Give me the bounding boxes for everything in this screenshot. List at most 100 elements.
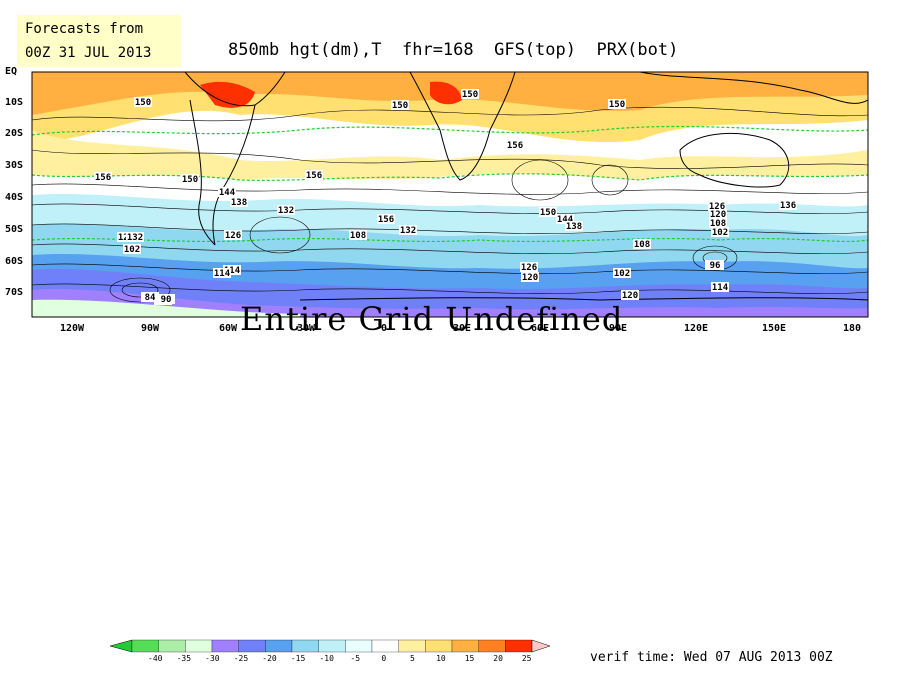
- colorbar-label: -10: [319, 654, 334, 663]
- colorbar-swatch: [478, 639, 506, 653]
- forecast-info-box: Forecasts from 00Z 31 JUL 2013: [17, 15, 181, 67]
- colorbar-swatch: [265, 639, 293, 653]
- contour-label-bg: [141, 292, 159, 302]
- colorbar-label: -15: [290, 654, 306, 663]
- contour-label-bg: [277, 205, 295, 215]
- contour-label: 102: [614, 269, 630, 279]
- contour-label-bg: [377, 214, 395, 224]
- contour-label-bg: [391, 100, 409, 110]
- contour-label: 150: [609, 100, 625, 110]
- contour-label-bg: [230, 197, 248, 207]
- longitude-label: 60E: [530, 323, 550, 334]
- color-bar: [110, 639, 550, 653]
- latitude-label: 60S: [5, 256, 24, 267]
- verification-time: verif time: Wed 07 AUG 2013 00Z: [590, 650, 833, 665]
- forecast-from-label: Forecasts from: [25, 21, 144, 37]
- contour-label: 138: [566, 222, 582, 232]
- contour-label: 132: [278, 206, 294, 216]
- contour-label-bg: [181, 174, 199, 184]
- contour-label: 150: [540, 208, 556, 218]
- contour-label-bg: [539, 207, 557, 217]
- latitude-label: 20S: [5, 128, 24, 139]
- contour-label: 108: [350, 231, 366, 241]
- colorbar-swatch: [238, 639, 266, 653]
- colorbar-label: 5: [409, 654, 415, 663]
- contour-label-bg: [708, 201, 726, 211]
- colorbar-swatch: [505, 639, 533, 653]
- colorbar-swatch: [185, 639, 213, 653]
- longitude-label: 30W: [296, 323, 316, 334]
- grid-undefined-overlay: Entire Grid Undefined: [240, 300, 624, 338]
- longitude-label: 120W: [59, 323, 85, 334]
- contour-label-bg: [556, 214, 574, 224]
- map-title: 850mb hgt(dm),T fhr=168 GFS(top) PRX(bot…: [228, 40, 679, 60]
- contour-label: 144: [219, 188, 236, 198]
- contour-label: 126: [225, 231, 241, 241]
- forecast-init-time: 00Z 31 JUL 2013: [25, 45, 152, 61]
- contour-label: 102: [124, 245, 140, 255]
- contour-label: 120: [710, 210, 726, 220]
- contour-label-bg: [520, 262, 538, 272]
- contour-label-bg: [213, 268, 231, 278]
- colorbar-label: 0: [381, 654, 387, 663]
- contour-label-bg: [633, 239, 651, 249]
- colorbar-swatch: [398, 639, 426, 653]
- contour-label: 90: [161, 295, 172, 305]
- contour-label: 114: [224, 266, 241, 276]
- contour-label: 156: [507, 141, 523, 151]
- colorbar-swatch: [131, 639, 159, 653]
- contour-label: 144: [557, 215, 574, 225]
- colorbar-arrow-right: [531, 639, 550, 653]
- contour-label-bg: [621, 290, 639, 300]
- contour-label-bg: [565, 221, 583, 231]
- contour-label: 138: [231, 198, 247, 208]
- contour-label: 156: [306, 171, 322, 181]
- contour-label: 150: [135, 98, 151, 108]
- colorbar-swatch: [318, 639, 346, 653]
- contour-label-bg: [709, 209, 727, 219]
- contour-label-bg: [779, 200, 797, 210]
- contour-label: 126: [521, 263, 537, 273]
- longitude-label: 90W: [140, 323, 160, 334]
- contour-label: 132: [127, 233, 143, 243]
- contour-label: 96: [710, 261, 721, 271]
- contour-label-bg: [123, 244, 141, 254]
- contour-label: 136: [780, 201, 796, 211]
- longitude-label: 0: [380, 323, 388, 334]
- contour-label-bg: [134, 97, 152, 107]
- contour-label: 156: [95, 173, 111, 183]
- contour-label-bg: [305, 170, 323, 180]
- colorbar-swatch: [158, 639, 186, 653]
- contour-label-bg: [223, 265, 241, 275]
- latitude-label: EQ: [5, 66, 18, 77]
- contour-label: 150: [182, 175, 198, 185]
- contour-label: 156: [378, 215, 394, 225]
- contour-label-bg: [709, 218, 727, 228]
- colorbar-arrow-left: [110, 639, 133, 653]
- contour-label: 114: [712, 283, 729, 293]
- contour-label: 150: [392, 101, 408, 111]
- contour-label-bg: [521, 272, 539, 282]
- longitude-label: 90E: [608, 323, 628, 334]
- colorbar-swatch: [371, 639, 399, 653]
- contour-label-bg: [711, 227, 729, 237]
- contour-label: 126: [709, 202, 725, 212]
- contour-label: 120: [622, 291, 638, 301]
- longitude-label: 120E: [683, 323, 709, 334]
- contour-label: 150: [462, 90, 478, 100]
- colorbar-label: -20: [262, 654, 277, 663]
- colorbar-label: -25: [233, 654, 249, 663]
- colorbar-label: 15: [464, 654, 475, 663]
- latitude-label: 10S: [5, 97, 24, 108]
- colorbar-label: -30: [205, 654, 220, 663]
- contour-label-bg: [349, 230, 367, 240]
- colorbar-label: 20: [493, 654, 503, 663]
- longitude-label: 30E: [452, 323, 472, 334]
- contour-label-bg: [506, 140, 524, 150]
- latitude-label: 40S: [5, 192, 24, 203]
- contour-label: 108: [710, 219, 726, 229]
- longitude-label: 180: [842, 323, 862, 334]
- contour-label: 102: [712, 228, 728, 238]
- colorbar-label: 25: [521, 654, 532, 663]
